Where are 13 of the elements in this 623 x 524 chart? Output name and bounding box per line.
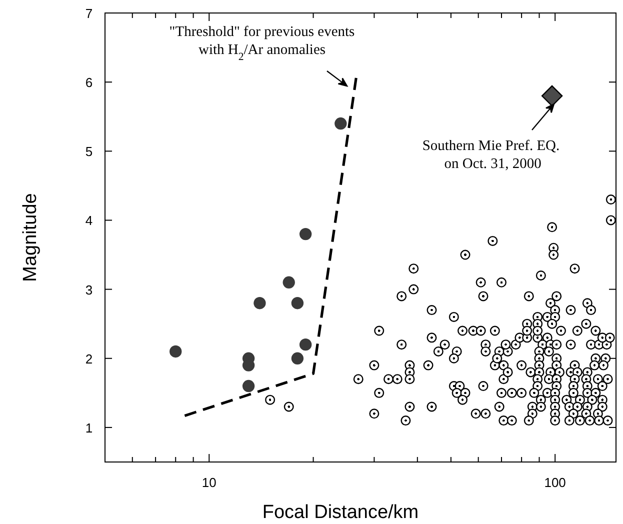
annotation: Southern Mie Pref. EQ. on Oct. 31, 2000 [422, 138, 560, 172]
y-tick-label: 6 [85, 75, 93, 90]
x-axis-title: Focal Distance/km [262, 502, 419, 523]
y-tick-label: 2 [85, 351, 93, 366]
y-tick-label: 7 [85, 6, 93, 21]
y-tick-label: 3 [85, 282, 93, 298]
x-tick-label: 10 [202, 475, 216, 490]
x-tick-label: 100 [544, 475, 566, 490]
y-tick-label: 1 [85, 420, 93, 436]
annotation: "Threshold" for previous events with H$_{2}$/Ar anomalies [169, 24, 356, 63]
y-axis-title: Magnitude [20, 193, 41, 282]
y-tick-label: 5 [85, 144, 93, 160]
y-tick-label: 4 [85, 213, 93, 228]
